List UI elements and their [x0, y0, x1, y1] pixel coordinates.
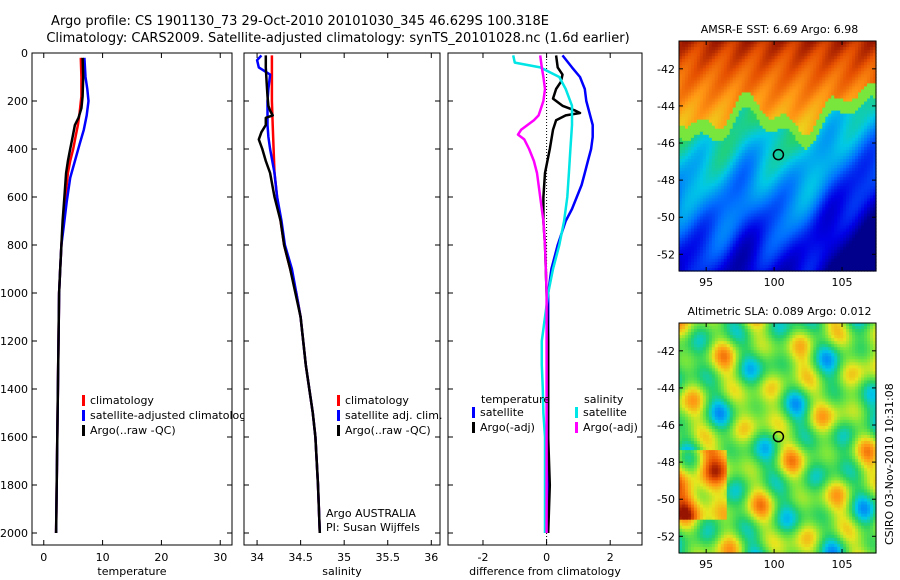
difference-xtick-label: 0: [543, 551, 550, 564]
salinity-xtick-label: 36: [424, 551, 438, 564]
map-sst_map: AMSR-E SST: 6.69 Argo: 6.98 -42 -44 -46 -48 -…: [657, 23, 877, 289]
difference-legend-swatch: [575, 422, 578, 433]
argo-attribution-0: Argo AUSTRALIA: [326, 507, 416, 520]
sst_map-xtick-label: 105: [832, 276, 853, 289]
sst_map-xtick-label: 95: [699, 276, 713, 289]
depth-tick-label: 1800: [0, 479, 28, 492]
charts-layer: 0 10 20 30020040060080010001200140016001800…: [0, 23, 877, 578]
difference-xtick-label: -2: [477, 551, 488, 564]
sla_map-frame: [678, 322, 877, 554]
temperature-xtick-label: 20: [154, 551, 168, 564]
map-sla_map: Altimetric SLA: 0.089 Argo: 0.012 -42 -44 -…: [657, 305, 877, 571]
panel-temperature: 0 10 20 30 0 200 400 600 800 1000 1200 1400 1600 1800…: [0, 47, 246, 578]
temperature-xtick-label: 30: [213, 551, 227, 564]
sst_map-cells: [679, 41, 877, 272]
sla_map-ytick-label: -52: [657, 530, 675, 543]
panel-salinity: 34 34.5 35 35.5 36 salinity climatology satelli…: [243, 52, 442, 578]
temperature-legend-label: climatology: [90, 394, 154, 407]
difference-series-3: [516, 55, 548, 533]
temperature-legend-swatch: [82, 425, 85, 436]
sla_map-xtick-label: 100: [764, 558, 785, 571]
salinity-legend-swatch: [337, 425, 340, 436]
salinity-legend-label: satellite adj. clim.: [345, 409, 442, 422]
salinity-series-2: [257, 55, 322, 534]
temperature-frame: [31, 52, 233, 546]
sst_map-ytick-label: -52: [657, 248, 675, 261]
difference-legend-label: satellite: [480, 406, 524, 419]
difference-legend-swatch: [575, 407, 578, 418]
sla_map-ytick-label: -44: [657, 382, 675, 395]
temperature-legend-swatch: [82, 395, 85, 406]
salinity-xtick-label: 34: [250, 551, 264, 564]
temperature-xlabel: temperature: [97, 565, 166, 578]
temperature-legend-swatch: [82, 410, 85, 421]
sla_map-argo-marker: [772, 430, 785, 443]
difference-xlabel: difference from climatology: [469, 565, 621, 578]
difference-series-2: [511, 55, 574, 533]
sst_map-ytick-label: -42: [657, 63, 675, 76]
depth-tick-label: 0: [21, 47, 28, 60]
difference-legend-title-temperature: temperature: [481, 393, 550, 406]
salinity-legend-label: climatology: [345, 394, 409, 407]
depth-tick-label: 200: [7, 95, 28, 108]
salinity-xtick-label: 35: [337, 551, 351, 564]
difference-legend-swatch: [472, 407, 475, 418]
sst_map-ytick-label: -46: [657, 137, 675, 150]
sst_map-title: AMSR-E SST: 6.69 Argo: 6.98: [701, 23, 859, 36]
difference-xtick-label: 2: [607, 551, 614, 564]
sla_map-title: Altimetric SLA: 0.089 Argo: 0.012: [687, 305, 871, 318]
sst_map-ytick-label: -48: [657, 174, 675, 187]
sla_map-cells: [679, 323, 877, 554]
side-credit: CSIRO 03-Nov-2010 10:31:08: [883, 383, 896, 545]
sst_map-ytick-label: -50: [657, 211, 675, 224]
temperature-xtick-label: 0: [40, 551, 47, 564]
sst_map-argo-marker: [772, 148, 785, 161]
salinity-legend-label: Argo(..raw -QC): [345, 424, 431, 437]
sst_map-xtick-label: 100: [764, 276, 785, 289]
depth-tick-label: 600: [7, 191, 28, 204]
header-line-1: Argo profile: CS 1901130_73 29-Oct-2010 …: [51, 14, 549, 29]
argo-attribution-1: PI: Susan Wijffels: [326, 521, 420, 534]
sla_map-ytick-label: -50: [657, 493, 675, 506]
salinity-xtick-label: 34.5: [288, 551, 313, 564]
temperature-legend-label: satellite-adjusted climatolog: [90, 409, 246, 422]
salinity-legend-swatch: [337, 395, 340, 406]
difference-legend-label: Argo(-adj): [583, 421, 638, 434]
depth-tick-label: 1200: [0, 335, 28, 348]
depth-tick-label: 400: [7, 143, 28, 156]
depth-tick-label: 1600: [0, 431, 28, 444]
salinity-legend-swatch: [337, 410, 340, 421]
salinity-xtick-label: 35.5: [375, 551, 400, 564]
salinity-xlabel: salinity: [322, 565, 362, 578]
difference-legend-label: Argo(-adj): [480, 421, 535, 434]
sla_map-xtick-label: 95: [699, 558, 713, 571]
depth-tick-label: 2000: [0, 527, 28, 540]
header-line-2: Climatology: CARS2009. Satellite-adjuste…: [46, 31, 629, 46]
depth-tick-label: 800: [7, 239, 28, 252]
sla_map-ytick-label: -46: [657, 419, 675, 432]
difference-legend-title-salinity: salinity: [584, 393, 624, 406]
sst_map-ytick-label: -44: [657, 100, 675, 113]
salinity-frame: [243, 52, 441, 546]
difference-series-1: [542, 55, 582, 534]
temperature-series-2: [54, 57, 85, 534]
difference-legend-swatch: [472, 422, 475, 433]
difference-legend-label: satellite: [583, 406, 627, 419]
sla_map-xtick-label: 105: [832, 558, 853, 571]
sla_map-ytick-label: -42: [657, 345, 675, 358]
temperature-legend-label: Argo(..raw -QC): [90, 424, 176, 437]
sst_map-frame: [678, 40, 877, 272]
temperature-xtick-label: 10: [96, 551, 110, 564]
depth-tick-label: 1400: [0, 383, 28, 396]
depth-tick-label: 1000: [0, 287, 28, 300]
sla_map-ytick-label: -48: [657, 456, 675, 469]
